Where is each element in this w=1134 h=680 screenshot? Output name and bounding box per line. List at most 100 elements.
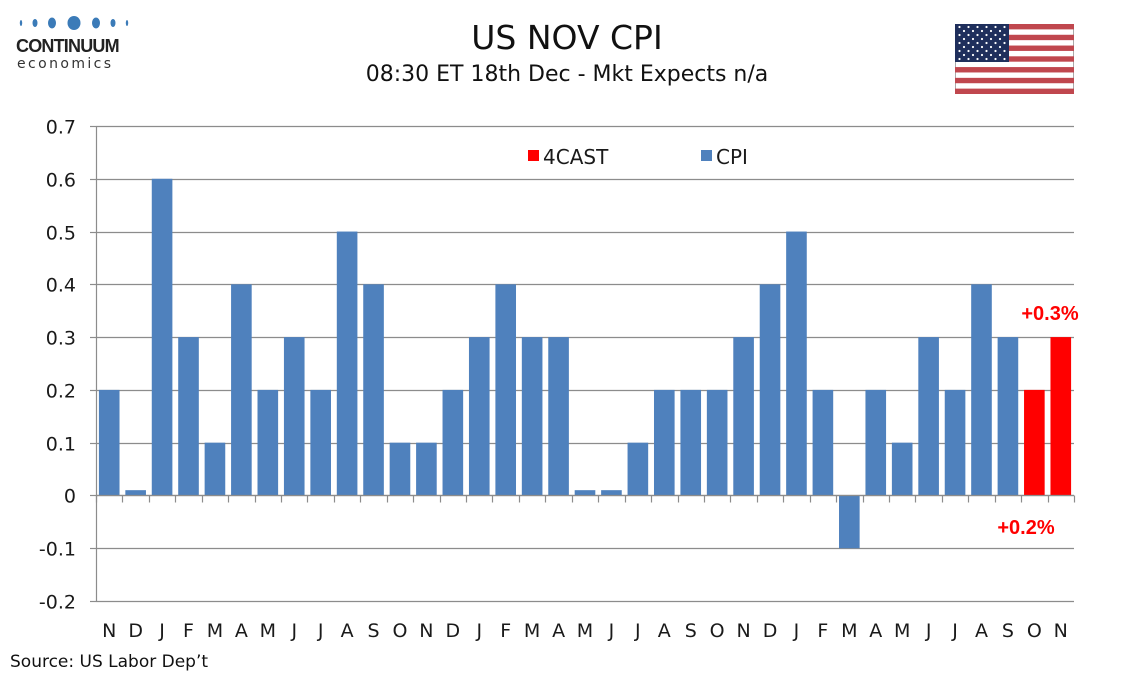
bar-cpi [627,442,649,496]
y-tick-label: 0.1 [46,434,76,456]
flag-star [985,57,988,61]
flag-star [958,49,961,53]
legend-swatch-4cast [528,150,539,161]
bar-cpi [839,495,860,549]
continuum-logo: CONTINUUM economics [14,14,134,74]
bar-cpi [733,337,754,496]
bar-cpi [997,337,1019,496]
flag-star [989,45,993,49]
flag-star [1003,33,1006,37]
flag-star [998,53,1002,57]
x-tick-label: N [1054,620,1068,642]
x-tick-label: D [128,620,143,642]
bar-cpi [98,389,120,496]
bar-cpi [548,337,569,496]
flag-star [985,49,988,53]
x-tick-label: M [841,620,857,642]
bar-cpi [495,284,517,496]
bar-cpi [812,389,834,496]
x-tick-label: J [951,620,958,642]
bar-cpi [231,284,252,496]
flag-stripe [955,24,1074,30]
flag-star [962,37,966,41]
flag-star [980,45,984,49]
x-tick-label: S [368,620,380,642]
flag-star [980,53,984,57]
flag-star [958,25,961,29]
flag-star [967,41,970,45]
flag-stripe [955,88,1074,94]
x-tick-label: N [102,620,116,642]
bar-cpi [918,337,939,496]
flag-star [967,25,970,29]
flag-star [980,37,984,41]
x-tick-label: A [552,620,565,642]
flag-star [962,53,966,57]
bar-cpi [759,284,781,496]
bar-cpi [971,284,992,496]
source-note: Source: US Labor Dep’t [10,652,209,672]
x-tick-label: S [1002,620,1014,642]
y-tick-label: -0.1 [39,539,76,561]
x-tick-label: S [685,620,697,642]
flag-star [976,41,979,45]
chart-title: US NOV CPI [471,18,663,57]
x-tick-label: O [392,620,407,642]
x-tick-label: A [658,620,671,642]
flag-star [971,29,975,33]
x-tick-label: A [869,620,882,642]
bar-cpi [363,284,384,496]
x-tick-label: M [894,620,910,642]
flag-star [998,37,1002,41]
chart-subtitle: 08:30 ET 18th Dec - Mkt Expects n/a [365,62,769,87]
flag-star [971,45,975,49]
x-tick-label: J [608,620,615,642]
bar-cpi [706,389,728,496]
flag-star [989,53,993,57]
legend-label-4cast: 4CAST [543,145,609,169]
bar-cpi [389,442,411,496]
flag-star [989,37,993,41]
flag-star [985,25,988,29]
y-tick-label: 0.3 [46,328,76,350]
flag-star [962,45,966,49]
bar-cpi [574,490,596,496]
bar-cpi [653,389,675,496]
bar-cpi [336,231,358,496]
x-tick-label: A [975,620,988,642]
bar-cpi [468,337,490,496]
flag-star [994,33,997,37]
x-tick-label: J [634,620,641,642]
flag-star [976,33,979,37]
flag-star [967,57,970,61]
x-tick-label: M [207,620,223,642]
us-flag-icon [955,24,1074,94]
bar-cpi [416,442,437,496]
flag-stripe [955,67,1074,73]
bar-cpi [204,442,226,496]
bar-cpi [865,389,887,496]
flag-star [994,57,997,61]
bar-cpi [178,337,199,496]
x-tick-label: J [158,620,165,642]
x-tick-label: M [260,620,276,642]
bar-cpi [151,178,173,496]
bar-cpi [442,389,464,496]
bar-cpi [891,442,913,496]
bar-cpi [125,490,146,496]
logo-title: CONTINUUM [16,36,120,56]
flag-star [998,29,1002,33]
x-tick-label: A [341,620,354,642]
flag-star [994,41,997,45]
flag-star [1003,41,1006,45]
flag-star [980,29,984,33]
flag-star [985,33,988,37]
y-tick-label: 0.5 [46,223,76,245]
bar-cpi [521,337,543,496]
y-tick-label: 0.7 [46,117,76,139]
forecast-annotation: +0.2% [997,517,1054,539]
flag-star [962,29,966,33]
bar-cpi [786,231,807,496]
flag-stripe [955,56,1074,62]
